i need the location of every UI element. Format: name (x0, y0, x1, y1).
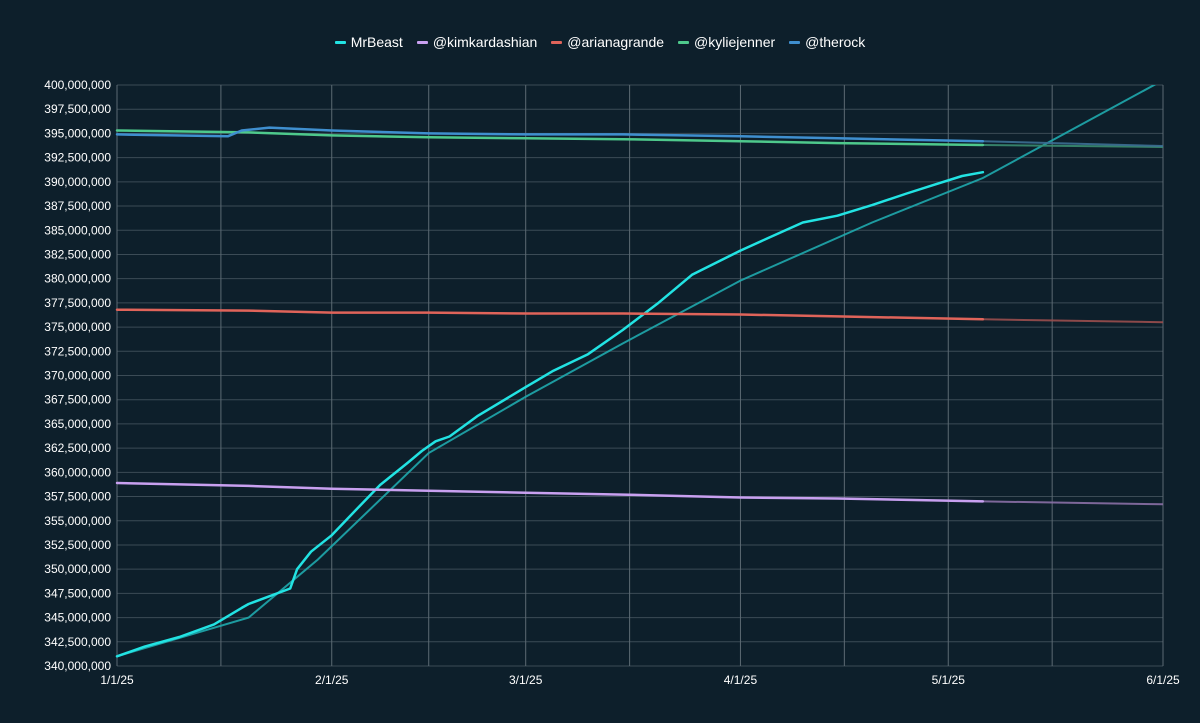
legend-swatch (334, 40, 346, 44)
y-tick-label: 347,500,000 (44, 586, 111, 600)
y-tick-label: 365,000,000 (44, 417, 111, 431)
legend-label: MrBeast (350, 34, 403, 50)
series-line-kyliejenner (115, 129, 985, 147)
y-tick-label: 390,000,000 (44, 175, 111, 189)
y-tick-label: 377,500,000 (44, 296, 111, 310)
legend-swatch (416, 40, 428, 44)
x-axis-ticks: 1/1/25 2/1/25 3/1/25 4/1/25 5/1/25 6/1/25 (100, 673, 1180, 687)
legend-item-arianagrande[interactable]: @arianagrande (551, 34, 664, 50)
y-tick-label: 385,000,000 (44, 223, 111, 237)
legend-swatch (789, 40, 801, 44)
y-tick-label: 345,000,000 (44, 611, 111, 625)
y-tick-label: 342,500,000 (44, 635, 111, 649)
y-tick-label: 397,500,000 (44, 102, 111, 116)
legend-item-therock[interactable]: @therock (789, 34, 865, 50)
series-line-arianagrande (115, 308, 985, 321)
y-tick-label: 350,000,000 (44, 562, 111, 576)
y-tick-label: 400,000,000 (44, 78, 111, 92)
legend: MrBeast @kimkardashian @arianagrande @ky… (0, 34, 1200, 50)
legend-item-mrbeast[interactable]: MrBeast (334, 34, 403, 50)
legend-label: @kimkardashian (432, 34, 538, 50)
legend-item-kyliejenner[interactable]: @kyliejenner (678, 34, 775, 50)
projection-line-MrBeast (117, 85, 1157, 658)
y-tick-label: 395,000,000 (44, 126, 111, 140)
y-tick-label: 392,500,000 (44, 151, 111, 165)
y-tick-label: 372,500,000 (44, 344, 111, 358)
legend-label: @kyliejenner (694, 34, 776, 50)
projection-line-therock (982, 140, 1163, 147)
y-tick-label: 357,500,000 (44, 490, 111, 504)
x-tick-label: 5/1/25 (932, 673, 966, 687)
legend-item-kimkardashian[interactable]: @kimkardashian (416, 34, 538, 50)
y-tick-label: 380,000,000 (44, 272, 111, 286)
y-tick-label: 340,000,000 (44, 659, 111, 673)
series-layer (115, 126, 985, 658)
x-tick-label: 4/1/25 (724, 673, 758, 687)
y-tick-label: 367,500,000 (44, 393, 111, 407)
x-tick-label: 2/1/25 (315, 673, 349, 687)
y-axis-ticks: 340,000,000 342,500,000 345,000,000 347,500… (44, 78, 111, 673)
legend-label: @arianagrande (567, 34, 665, 50)
legend-label: @therock (805, 34, 866, 50)
projection-line-arianagrande (982, 318, 1163, 324)
series-line-mrbeast (115, 170, 985, 658)
y-tick-label: 387,500,000 (44, 199, 111, 213)
y-tick-label: 370,000,000 (44, 369, 111, 383)
x-tick-label: 6/1/25 (1146, 673, 1180, 687)
x-tick-label: 3/1/25 (509, 673, 543, 687)
y-tick-label: 375,000,000 (44, 320, 111, 334)
y-tick-label: 352,500,000 (44, 538, 111, 552)
projection-layer (117, 85, 1163, 658)
legend-swatch (551, 40, 563, 44)
projection-line-kyliejenner (982, 144, 1163, 148)
y-tick-label: 382,500,000 (44, 247, 111, 261)
x-tick-label: 1/1/25 (100, 673, 134, 687)
projection-line-kimkardashian (982, 500, 1163, 506)
series-line-kimkardashian (115, 481, 985, 503)
series-line-therock (115, 126, 985, 143)
y-tick-label: 355,000,000 (44, 514, 111, 528)
legend-swatch (678, 40, 690, 44)
grid-layer (116, 84, 1164, 667)
y-tick-label: 362,500,000 (44, 441, 111, 455)
y-tick-label: 360,000,000 (44, 465, 111, 479)
